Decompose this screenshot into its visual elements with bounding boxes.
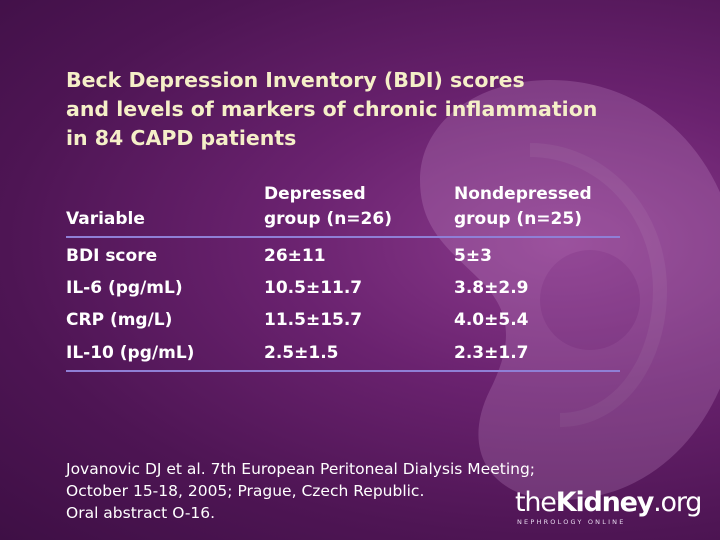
table-row: BDI score 26±11 5±3 (66, 237, 620, 272)
header-depressed-line-2: group (n=26) (264, 209, 392, 229)
title-line-3: in 84 CAPD patients (66, 126, 297, 150)
title-line-2: and levels of markers of chronic inflamm… (66, 97, 598, 121)
cell-depressed: 11.5±15.7 (264, 310, 363, 330)
logo-wordmark: theKidney.org (515, 488, 715, 518)
logo-the: the (515, 487, 557, 518)
cell-nondepressed: 3.8±2.9 (454, 278, 529, 298)
title-line-1: Beck Depression Inventory (BDI) scores (66, 68, 525, 92)
cell-depressed: 26±11 (264, 246, 326, 266)
cell-variable: IL-6 (pg/mL) (66, 278, 183, 298)
citation-line-2: October 15-18, 2005; Prague, Czech Repub… (66, 482, 425, 500)
thekidney-logo: theKidney.org NEPHROLOGY ONLINE (515, 488, 715, 532)
citation: Jovanovic DJ et al. 7th European Periton… (66, 458, 666, 524)
citation-line-1: Jovanovic DJ et al. 7th European Periton… (66, 460, 536, 478)
bdi-inflammation-table: Variable Depressed group (n=26) Nondepre… (66, 182, 620, 372)
cell-depressed: 2.5±1.5 (264, 336, 454, 372)
cell-depressed: 10.5±11.7 (264, 278, 363, 298)
table-row: IL-6 (pg/mL) 10.5±11.7 3.8±2.9 (66, 272, 620, 304)
header-nondepressed: Nondepressed group (n=25) (454, 182, 620, 238)
header-nondepressed-line-2: group (n=25) (454, 209, 582, 229)
slide-title: Beck Depression Inventory (BDI) scores a… (66, 66, 706, 153)
header-variable-label: Variable (66, 209, 145, 229)
header-depressed: Depressed group (n=26) (264, 182, 454, 238)
cell-nondepressed: 2.3±1.7 (454, 336, 620, 372)
header-depressed-line-1: Depressed (264, 184, 366, 204)
table-header-row: Variable Depressed group (n=26) Nondepre… (66, 182, 620, 238)
citation-line-3: Oral abstract O-16. (66, 504, 216, 522)
logo-kidney: Kidney (555, 487, 655, 518)
table-row: IL-10 (pg/mL) 2.5±1.5 2.3±1.7 (66, 336, 620, 372)
header-variable: Variable (66, 182, 264, 238)
logo-tagline: NEPHROLOGY ONLINE (517, 518, 626, 526)
cell-nondepressed: 5±3 (454, 246, 492, 266)
cell-variable: BDI score (66, 246, 158, 266)
header-nondepressed-line-1: Nondepressed (454, 184, 592, 204)
cell-nondepressed: 4.0±5.4 (454, 310, 529, 330)
cell-variable: IL-10 (pg/mL) (66, 336, 264, 372)
logo-org: .org (653, 487, 702, 518)
table-row: CRP (mg/L) 11.5±15.7 4.0±5.4 (66, 304, 620, 336)
cell-variable: CRP (mg/L) (66, 310, 173, 330)
